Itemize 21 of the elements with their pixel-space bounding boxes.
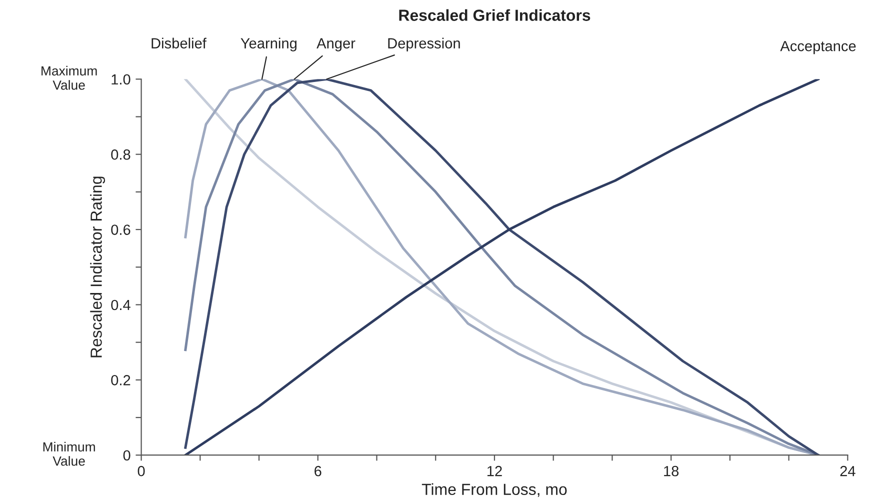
y-tick-label: 0.8 <box>111 149 130 160</box>
y-tick-label: 1.0 <box>112 74 130 85</box>
y-tick-label: 0 <box>123 450 130 461</box>
x-axis-title: Time From Loss, mo <box>422 483 567 497</box>
x-tick-label: 0 <box>138 466 145 476</box>
y-tick-label: 0.4 <box>111 300 130 310</box>
text: Maximum Value <box>42 66 97 90</box>
x-tick-label: 12 <box>487 466 502 476</box>
y-tick-label: 0.6 <box>111 224 130 235</box>
text: Anger <box>316 38 356 52</box>
x-tick-label: 18 <box>664 466 679 476</box>
x-tick-label: 6 <box>314 466 322 476</box>
text: Minimum Value <box>43 442 95 466</box>
text: Depression <box>388 38 460 52</box>
y-axis-title: Rescaled Indicator Rating <box>90 176 106 358</box>
text: Disbelief <box>152 38 206 48</box>
text: Acceptance <box>780 41 856 54</box>
chart-title: Rescaled Grief Indicators <box>399 9 590 21</box>
x-tick-label: 24 <box>840 466 856 476</box>
text: Yearning <box>240 38 296 52</box>
y-tick-label: 0.2 <box>111 375 130 386</box>
